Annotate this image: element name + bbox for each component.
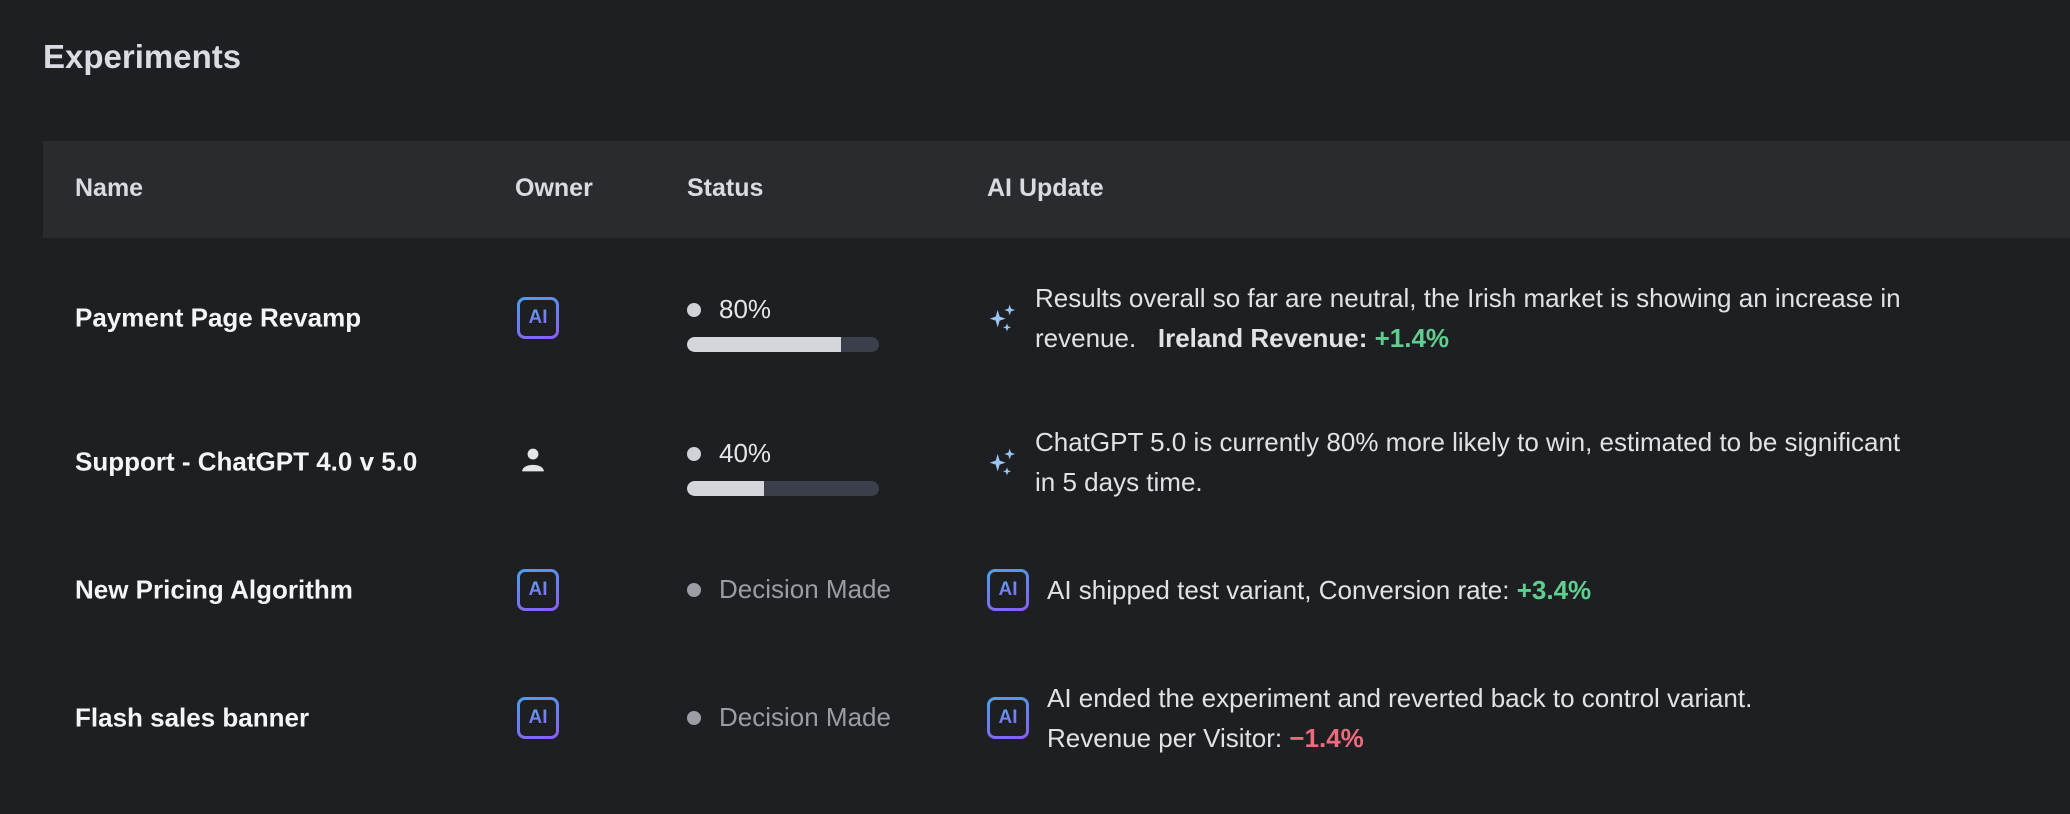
- update-text: revenue.: [1035, 323, 1137, 353]
- experiment-name[interactable]: New Pricing Algorithm: [75, 574, 353, 605]
- column-header-ai-update[interactable]: AI Update: [987, 174, 1104, 202]
- ai-update: AI AI ended the experiment and reverted …: [987, 678, 1752, 758]
- metric-value-positive: +3.4%: [1516, 575, 1592, 605]
- metric-label: Revenue per Visitor:: [1047, 723, 1283, 753]
- update-text: ChatGPT 5.0 is currently 80% more likely…: [1035, 427, 1901, 457]
- experiment-name[interactable]: Support - ChatGPT 4.0 v 5.0: [75, 446, 418, 477]
- ai-update: AI AI shipped test variant, Conversion r…: [987, 569, 1591, 611]
- status-dot-icon: [687, 446, 701, 461]
- ai-update: ChatGPT 5.0 is currently 80% more likely…: [987, 422, 1900, 502]
- sparkle-icon: [989, 304, 1015, 332]
- update-text: in 5 days time.: [1035, 467, 1203, 497]
- status-progress: 40%: [687, 438, 879, 496]
- ai-update: Results overall so far are neutral, the …: [987, 278, 1901, 358]
- status-text: Decision Made: [719, 574, 891, 604]
- progress-fill: [687, 481, 764, 496]
- status-decision: Decision Made: [687, 574, 891, 605]
- update-text: Results overall so far are neutral, the …: [1035, 283, 1901, 313]
- status-decision: Decision Made: [687, 702, 891, 733]
- ai-badge-icon: AI: [987, 697, 1029, 739]
- status-progress: 80%: [687, 294, 879, 352]
- owner-ai-badge-icon: AI: [517, 569, 559, 611]
- update-text: AI ended the experiment and reverted bac…: [1047, 683, 1753, 713]
- status-dot-icon: [687, 710, 701, 725]
- owner-ai-badge-icon: AI: [517, 697, 559, 739]
- experiment-name[interactable]: Flash sales banner: [75, 702, 310, 733]
- page-title: Experiments: [43, 38, 242, 75]
- progress-percent: 80%: [719, 294, 772, 324]
- progress-fill: [687, 337, 841, 352]
- owner-ai-badge-icon: AI: [517, 297, 559, 339]
- status-dot-icon: [687, 582, 701, 597]
- table-header: Name Owner Status AI Update: [43, 141, 2070, 238]
- update-text: AI shipped test variant, Conversion rate…: [1047, 575, 1510, 605]
- column-header-status[interactable]: Status: [687, 174, 764, 202]
- column-header-owner[interactable]: Owner: [515, 174, 593, 202]
- column-header-name[interactable]: Name: [75, 174, 144, 202]
- ai-badge-icon: AI: [987, 569, 1029, 611]
- progress-bar: [687, 337, 879, 352]
- status-dot-icon: [687, 302, 701, 317]
- progress-bar: [687, 481, 879, 496]
- metric-value-positive: +1.4%: [1374, 323, 1450, 353]
- sparkle-icon: [989, 448, 1015, 476]
- status-text: Decision Made: [719, 702, 891, 732]
- user-icon: [520, 447, 546, 478]
- experiment-name[interactable]: Payment Page Revamp: [75, 302, 362, 333]
- metric-value-negative: −1.4%: [1289, 723, 1364, 753]
- progress-percent: 40%: [719, 438, 772, 468]
- metric-label: Ireland Revenue:: [1157, 323, 1368, 353]
